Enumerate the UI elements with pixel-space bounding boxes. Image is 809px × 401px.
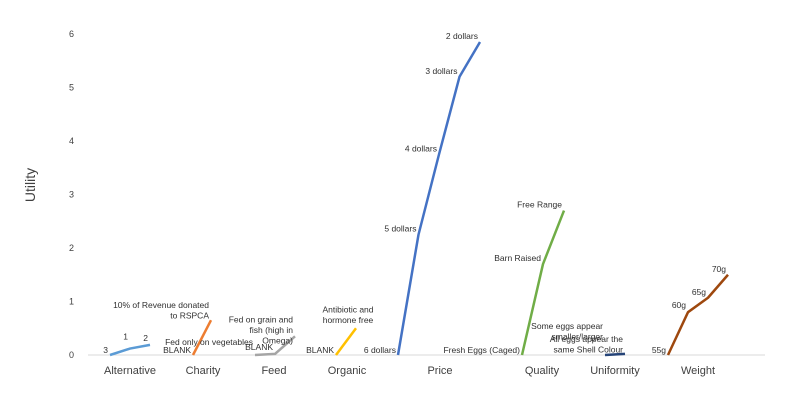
point-label: 1 [123,332,128,342]
y-tick-label: 0 [69,350,74,360]
point-label: 70g [712,264,726,274]
point-labels: 3 1 2 BLANK 10% of Revenue donated to RSPCA Fe… [103,31,726,355]
y-tick-label: 3 [69,190,74,200]
category-label: Organic [328,365,367,377]
category-label: Feed [261,365,286,377]
point-label: BLANK [163,345,191,355]
series-line-quality [520,210,566,356]
y-tick-label: 2 [69,243,74,253]
point-label: 55g [652,345,666,355]
point-label: 60g [672,300,686,310]
point-label: 3 [103,345,108,355]
series-line-charity [191,319,213,356]
y-tick-label: 6 [69,29,74,39]
series-line-weight [666,273,729,356]
point-label: Fed on grain and fish (high in Omega) [229,314,294,345]
point-label: 2 [143,333,148,343]
point-label: BLANK [245,342,273,352]
point-label: 4 dollars [405,143,437,153]
point-label: BLANK [306,345,334,355]
point-label: 6 dollars [364,345,396,355]
point-label: All eggs appear the same Shell Colour [550,334,624,355]
category-label: Quality [525,365,560,377]
category-label: Weight [681,365,715,377]
point-label: 3 dollars [425,66,457,76]
y-axis-label: Utility [22,168,38,202]
category-label: Alternative [104,365,156,377]
series-line-alternative [109,343,151,357]
point-label: Barn Raised [494,253,541,263]
series-line-organic [334,327,358,356]
series-line-price [396,41,482,356]
y-tick-label: 4 [69,136,74,146]
point-label: 10% of Revenue donated to RSPCA [113,300,209,321]
point-label: Fed only on vegetables [165,337,253,347]
series-line-feed [254,335,296,357]
category-label: Charity [186,365,221,377]
point-label: Antibiotic and hormone free [322,304,373,325]
category-label: Price [427,365,452,377]
series-lines [109,41,729,357]
point-label: 2 dollars [446,31,478,41]
series-line-uniformity [604,352,626,357]
point-label: Free Range [517,200,562,210]
category-labels: Alternative Charity Feed Organic Price Qualit… [104,365,715,377]
point-label: 5 dollars [384,224,416,234]
y-tick-label: 5 [69,83,74,93]
point-label: 65g [692,287,706,297]
point-label: Some eggs appear smaller/larger [531,321,603,342]
y-tick-label: 1 [69,297,74,307]
point-label: Fresh Eggs (Caged) [443,345,520,355]
category-label: Uniformity [590,365,640,377]
y-ticks: 0 1 2 3 4 5 6 [69,29,74,360]
